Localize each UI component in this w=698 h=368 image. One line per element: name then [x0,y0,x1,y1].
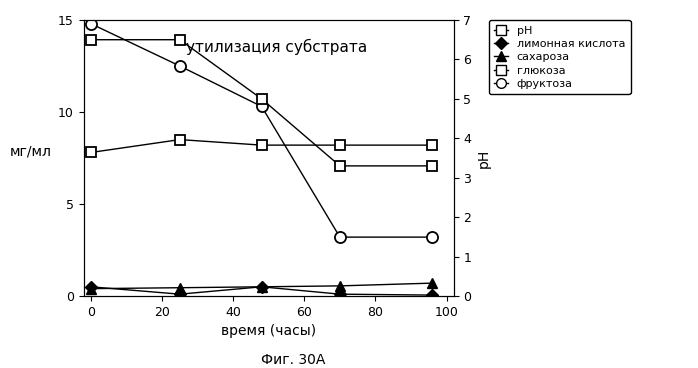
pH [87,38,95,42]
глюкоза [428,143,436,147]
фруктоза [258,104,266,109]
Line: сахароза: сахароза [86,278,437,294]
фруктоза [176,64,184,68]
Line: pH: pH [86,35,437,171]
Text: утилизация субстрата: утилизация субстрата [186,39,366,56]
лимонная кислота [258,284,266,289]
X-axis label: время (часы): время (часы) [221,324,316,338]
Legend: pH, лимонная кислота, сахароза, глюкоза, фруктоза: pH, лимонная кислота, сахароза, глюкоза,… [489,20,631,95]
pH [258,97,266,101]
Line: лимонная кислота: лимонная кислота [87,283,436,299]
лимонная кислота [428,293,436,297]
Y-axis label: pH: pH [477,148,491,168]
глюкоза [258,143,266,147]
сахароза [176,286,184,290]
Y-axis label: мг/мл: мг/мл [9,144,52,158]
фруктоза [336,235,344,239]
сахароза [258,284,266,289]
глюкоза [176,137,184,142]
фруктоза [87,21,95,26]
Line: фруктоза: фруктоза [85,18,438,243]
сахароза [428,281,436,285]
сахароза [87,286,95,291]
Text: Фиг. 30А: Фиг. 30А [261,353,325,367]
лимонная кислота [87,284,95,289]
глюкоза [87,150,95,155]
фруктоза [428,235,436,239]
Line: глюкоза: глюкоза [86,135,437,158]
лимонная кислота [176,292,184,296]
pH [176,38,184,42]
pH [428,164,436,168]
лимонная кислота [336,292,344,296]
pH [336,164,344,168]
глюкоза [336,143,344,147]
сахароза [336,284,344,288]
